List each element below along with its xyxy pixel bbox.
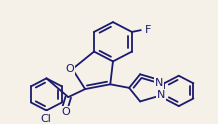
Text: F: F (145, 25, 151, 35)
Text: N: N (157, 90, 165, 100)
Text: O: O (65, 64, 74, 74)
Text: Cl: Cl (40, 114, 51, 124)
Text: O: O (61, 107, 70, 117)
Text: N: N (155, 78, 163, 88)
